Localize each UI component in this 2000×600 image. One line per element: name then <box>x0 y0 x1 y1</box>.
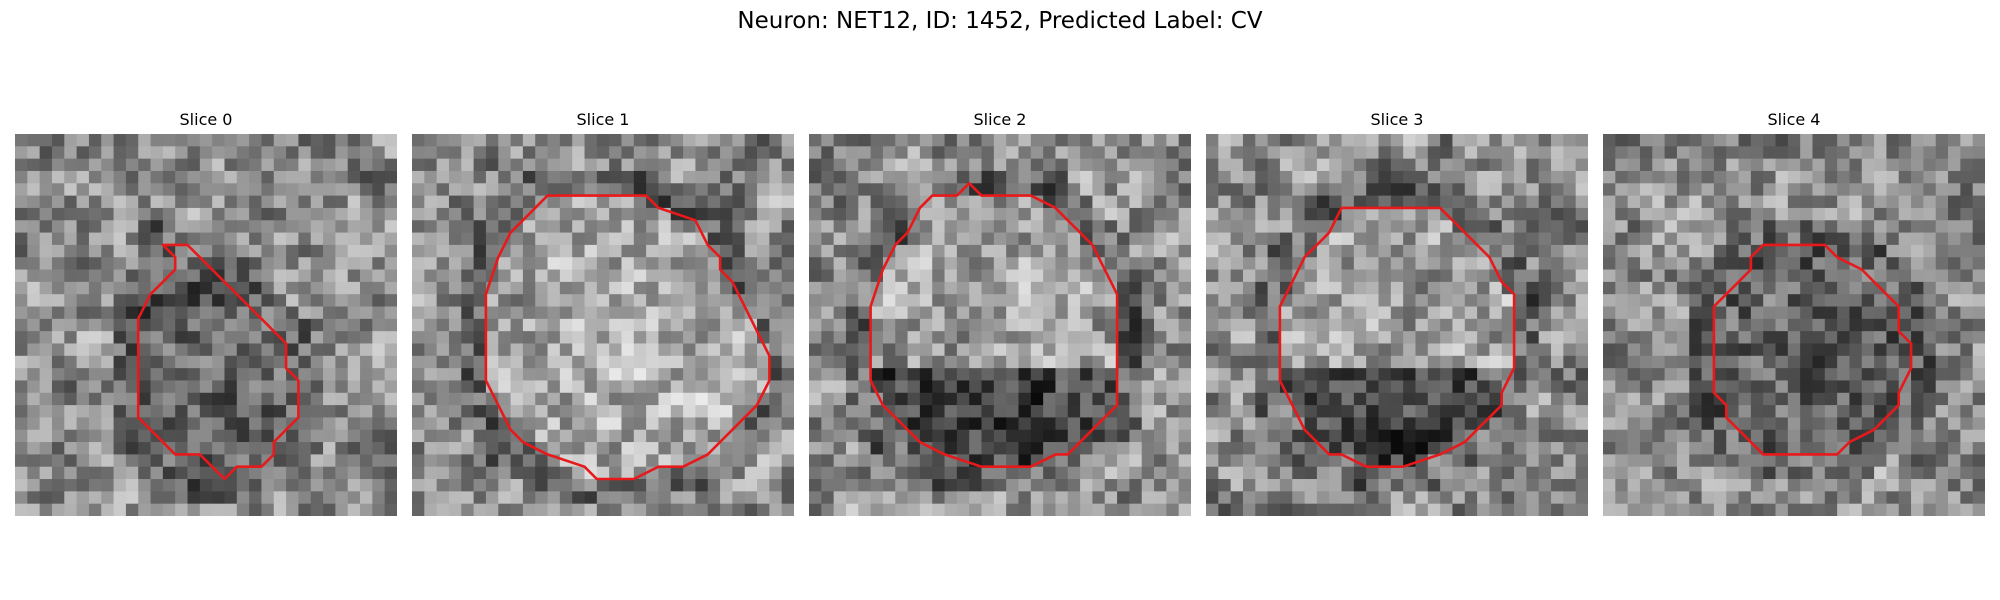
slice-image <box>1603 134 1985 516</box>
slice-title: Slice 4 <box>1767 110 1821 129</box>
roi-contour <box>1278 206 1516 469</box>
slice-panel-0: Slice 0 <box>15 108 397 516</box>
slice-image <box>1206 134 1588 516</box>
pixel-grid <box>412 134 794 516</box>
roi-contour <box>484 194 771 481</box>
slice-title: Slice 2 <box>973 110 1027 129</box>
slice-panel-4: Slice 4 <box>1603 108 1985 516</box>
roi-contour <box>136 243 300 481</box>
slice-panel-1: Slice 1 <box>412 108 794 516</box>
slice-panel-2: Slice 2 <box>809 108 1191 516</box>
pixel-grid <box>15 134 397 516</box>
slice-image <box>15 134 397 516</box>
pixel-grid <box>1603 134 1985 516</box>
slice-title: Slice 3 <box>1370 110 1424 129</box>
pixel-grid <box>809 134 1191 516</box>
slice-title: Slice 1 <box>576 110 630 129</box>
slice-panel-3: Slice 3 <box>1206 108 1588 516</box>
figure-title: Neuron: NET12, ID: 1452, Predicted Label… <box>737 8 1263 34</box>
slice-title: Slice 0 <box>179 110 233 129</box>
pixel-grid <box>1206 134 1588 516</box>
roi-contour <box>869 181 1119 469</box>
slice-image <box>412 134 794 516</box>
roi-contour <box>1712 243 1913 456</box>
slice-image <box>809 134 1191 516</box>
